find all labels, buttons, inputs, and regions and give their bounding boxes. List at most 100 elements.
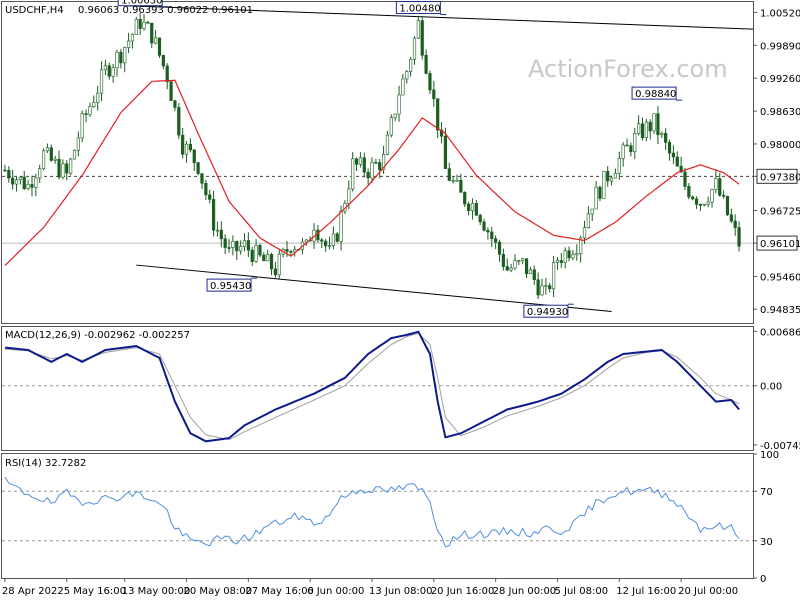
candle-body	[575, 253, 579, 256]
candle-body	[358, 157, 363, 165]
candle-body	[246, 240, 250, 251]
rsi-panel-frame	[1, 453, 754, 579]
candle-body	[3, 169, 7, 172]
candle-body	[613, 173, 618, 179]
candle-body	[675, 156, 679, 167]
candle-body	[625, 144, 629, 147]
candle-body	[540, 285, 544, 296]
candle-body	[134, 19, 138, 35]
annotation-label: 0.95430	[210, 281, 251, 292]
candle-body	[528, 269, 533, 275]
price-axis-label: 0.98630	[760, 107, 800, 118]
candle-body	[57, 158, 61, 178]
candle-body	[640, 123, 645, 138]
candle-body	[698, 204, 703, 206]
candle-body	[714, 178, 718, 190]
candle-body	[486, 230, 490, 233]
annotation-label: 1.00480	[399, 4, 440, 15]
candle-body	[250, 249, 254, 262]
candle-body	[362, 157, 366, 173]
candle-body	[335, 233, 339, 242]
candle-body	[617, 157, 621, 174]
candle-body	[215, 229, 220, 232]
macd-axis-tick-label: -0.007454	[760, 441, 800, 452]
candle-body	[107, 65, 111, 77]
candle-body	[123, 47, 127, 64]
time-axis-label: 5 May 16:00	[64, 586, 126, 597]
price-axis-label: 0.95460	[760, 273, 800, 284]
candle-body	[463, 192, 467, 205]
candle-body	[652, 113, 656, 132]
candle-body	[173, 100, 177, 108]
candle-body	[111, 67, 115, 77]
candle-body	[142, 22, 146, 29]
candle-body	[548, 285, 552, 290]
candle-body	[196, 162, 200, 174]
price-axis-label: 0.97380	[760, 172, 800, 183]
time-axis-label: 20 Jun 16:00	[431, 586, 495, 597]
candle-body	[219, 229, 223, 240]
candle-body	[289, 251, 293, 253]
candle-body	[532, 269, 536, 281]
candle-body	[277, 253, 281, 276]
candle-body	[393, 113, 397, 118]
candle-body	[710, 189, 714, 203]
candle-body	[586, 213, 590, 228]
candle-body	[38, 168, 42, 179]
candle-body	[115, 51, 119, 69]
time-axis-label: 27 May 16:00	[245, 586, 314, 597]
time-axis-label: 20 May 08:00	[184, 586, 253, 597]
candle-body	[667, 142, 672, 154]
macd-panel-frame	[1, 326, 754, 451]
candle-body	[150, 22, 154, 44]
ohlc-label: 0.96063 0.96393 0.96022 0.96101	[78, 5, 253, 16]
candle-body	[660, 133, 664, 136]
candle-body	[208, 194, 212, 200]
candle-body	[84, 113, 88, 115]
candle-body	[598, 186, 602, 199]
candle-body	[293, 249, 297, 253]
candle-body	[316, 229, 320, 241]
candle-body	[138, 19, 142, 29]
rsi-panel	[2, 476, 753, 548]
candle-body	[579, 237, 583, 254]
candle-body	[273, 268, 278, 276]
candle-body	[552, 262, 556, 290]
candle-body	[501, 254, 505, 267]
macd-axis-tick-label: 0.00	[760, 382, 782, 393]
candle-body	[455, 179, 459, 182]
candle-body	[497, 241, 502, 255]
time-axis-label: 6 Jun 00:00	[307, 586, 364, 597]
candle-body	[559, 260, 563, 263]
time-axis-label: 13 Jun 08:00	[369, 586, 433, 597]
candle-body	[725, 196, 730, 216]
candle-body	[694, 198, 699, 205]
price-axis-label: 1.00520	[760, 8, 800, 19]
candle-body	[11, 177, 15, 185]
price-panel: 1.00630 1.00480 0.95430 0.94930 0.98840	[2, 0, 754, 318]
candle-body	[633, 133, 637, 152]
candle-body	[621, 144, 625, 159]
candle-body	[188, 143, 192, 151]
candle-body	[563, 250, 567, 263]
candle-body	[733, 220, 737, 228]
candle-body	[470, 203, 475, 211]
candle-body	[14, 179, 19, 185]
candle-body	[490, 231, 494, 240]
rsi-line	[4, 476, 740, 548]
candle-body	[351, 158, 355, 190]
candle-body	[683, 171, 687, 187]
candle-body	[544, 285, 548, 287]
candle-body	[644, 121, 648, 138]
annotation-label: 0.94930	[527, 307, 568, 318]
candle-body	[320, 239, 324, 242]
symbol-label: USDCHF,H4	[5, 5, 64, 16]
candle-body	[192, 149, 196, 163]
rsi-axis-tick-label: 70	[760, 487, 773, 498]
candle-body	[235, 241, 239, 252]
candle-body	[397, 94, 401, 115]
candle-body	[69, 158, 73, 174]
macd-panel	[2, 330, 753, 443]
candle-body	[99, 69, 104, 94]
candle-body	[521, 258, 525, 261]
